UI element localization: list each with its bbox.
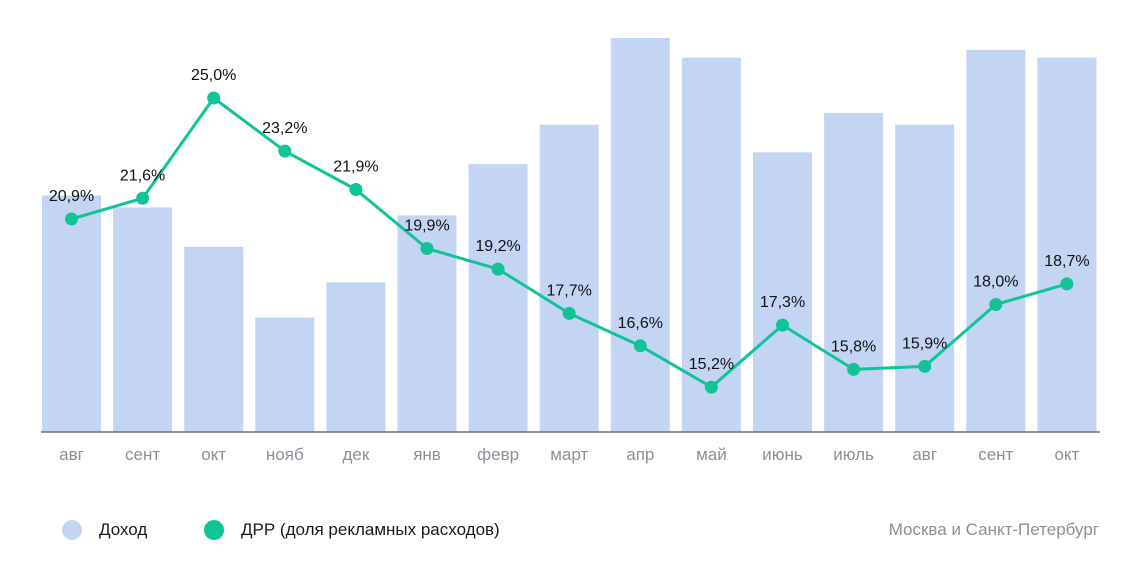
x-tick-label-0: авг <box>59 445 84 464</box>
drr-point-0 <box>65 212 78 226</box>
drr-point-5 <box>420 242 434 255</box>
income-bar-10 <box>753 152 812 433</box>
drr-point-2 <box>207 91 221 105</box>
x-tick-label-3: нояб <box>266 445 304 464</box>
drr-point-6 <box>491 262 505 276</box>
x-tick-label-10: июнь <box>762 445 803 464</box>
drr-point-14 <box>1060 277 1074 291</box>
legend-item-income: Доход <box>62 510 147 550</box>
income-bar-1 <box>113 207 173 432</box>
drr-data-label-4: 21,9% <box>333 159 378 176</box>
legend-swatch-income <box>62 520 82 540</box>
drr-data-labels: 20,9% 21,6% 25,0% 23,2% 21,9% 19,9% 19,2% 17,7%… <box>49 67 1090 373</box>
drr-data-label-6: 19,2% <box>475 238 520 255</box>
income-bar-6 <box>468 164 528 432</box>
drr-point-13 <box>989 298 1003 311</box>
x-tick-label-11: июль <box>833 445 874 464</box>
x-tick-label-13: сент <box>978 445 1013 464</box>
x-tick-label-6: февр <box>477 445 519 464</box>
income-bar-14 <box>1037 57 1097 432</box>
x-tick-label-1: сент <box>125 445 160 464</box>
income-bar-12 <box>895 124 955 432</box>
drr-point-7 <box>562 306 576 320</box>
income-bar-7 <box>539 124 599 432</box>
x-tick-label-14: окт <box>1054 445 1079 464</box>
drr-data-label-5: 19,9% <box>404 218 449 235</box>
region-note: Москва и Санкт-Петербург <box>888 520 1099 539</box>
drr-data-label-10: 17,3% <box>760 294 805 311</box>
legend-label-income: Доход <box>99 520 148 539</box>
drr-point-3 <box>278 144 292 158</box>
drr-data-label-2: 25,0% <box>191 67 236 84</box>
drr-point-11 <box>847 362 861 376</box>
income-bar-2 <box>184 246 244 432</box>
x-tick-label-4: дек <box>342 445 369 464</box>
drr-point-1 <box>136 191 150 205</box>
drr-data-label-11: 15,8% <box>831 338 876 355</box>
income-bar-11 <box>824 112 884 433</box>
legend-item-drr: ДРР (доля рекламных расходов) <box>204 510 500 550</box>
x-tick-label-7: март <box>550 445 588 464</box>
drr-data-label-8: 16,6% <box>618 315 663 332</box>
income-bar-4 <box>326 282 386 432</box>
legend: Доход ДРР (доля рекламных расходов) <box>0 510 1140 550</box>
x-tick-label-12: авг <box>912 445 937 464</box>
x-tick-label-2: окт <box>201 445 226 464</box>
drr-data-label-9: 15,2% <box>689 356 734 373</box>
drr-line-series <box>65 91 1074 394</box>
drr-point-9 <box>704 380 718 394</box>
drr-point-8 <box>633 339 647 353</box>
drr-data-label-14: 18,7% <box>1044 253 1089 270</box>
drr-data-label-7: 17,7% <box>547 282 592 299</box>
x-tick-label-5: янв <box>413 445 441 464</box>
drr-data-label-3: 23,2% <box>262 120 307 137</box>
x-tick-label-8: апр <box>626 445 654 464</box>
drr-point-4 <box>349 183 363 196</box>
income-bars <box>42 38 1097 433</box>
legend-label-drr: ДРР (доля рекламных расходов) <box>241 520 500 539</box>
income-bar-13 <box>966 49 1026 433</box>
income-bar-3 <box>255 317 315 432</box>
drr-data-label-12: 15,9% <box>902 335 947 352</box>
drr-point-10 <box>776 318 789 332</box>
legend-swatch-drr <box>204 520 224 540</box>
drr-data-label-1: 21,6% <box>120 167 165 184</box>
income-bar-0 <box>42 195 101 432</box>
drr-point-12 <box>918 359 932 373</box>
income-bar-8 <box>610 38 670 432</box>
drr-data-label-0: 20,9% <box>49 188 94 205</box>
x-tick-label-9: май <box>696 445 727 464</box>
x-axis-tick-labels: авг сент окт нояб дек янв февр март апр май июнь ию… <box>59 445 1079 464</box>
drr-data-label-13: 18,0% <box>973 274 1018 291</box>
